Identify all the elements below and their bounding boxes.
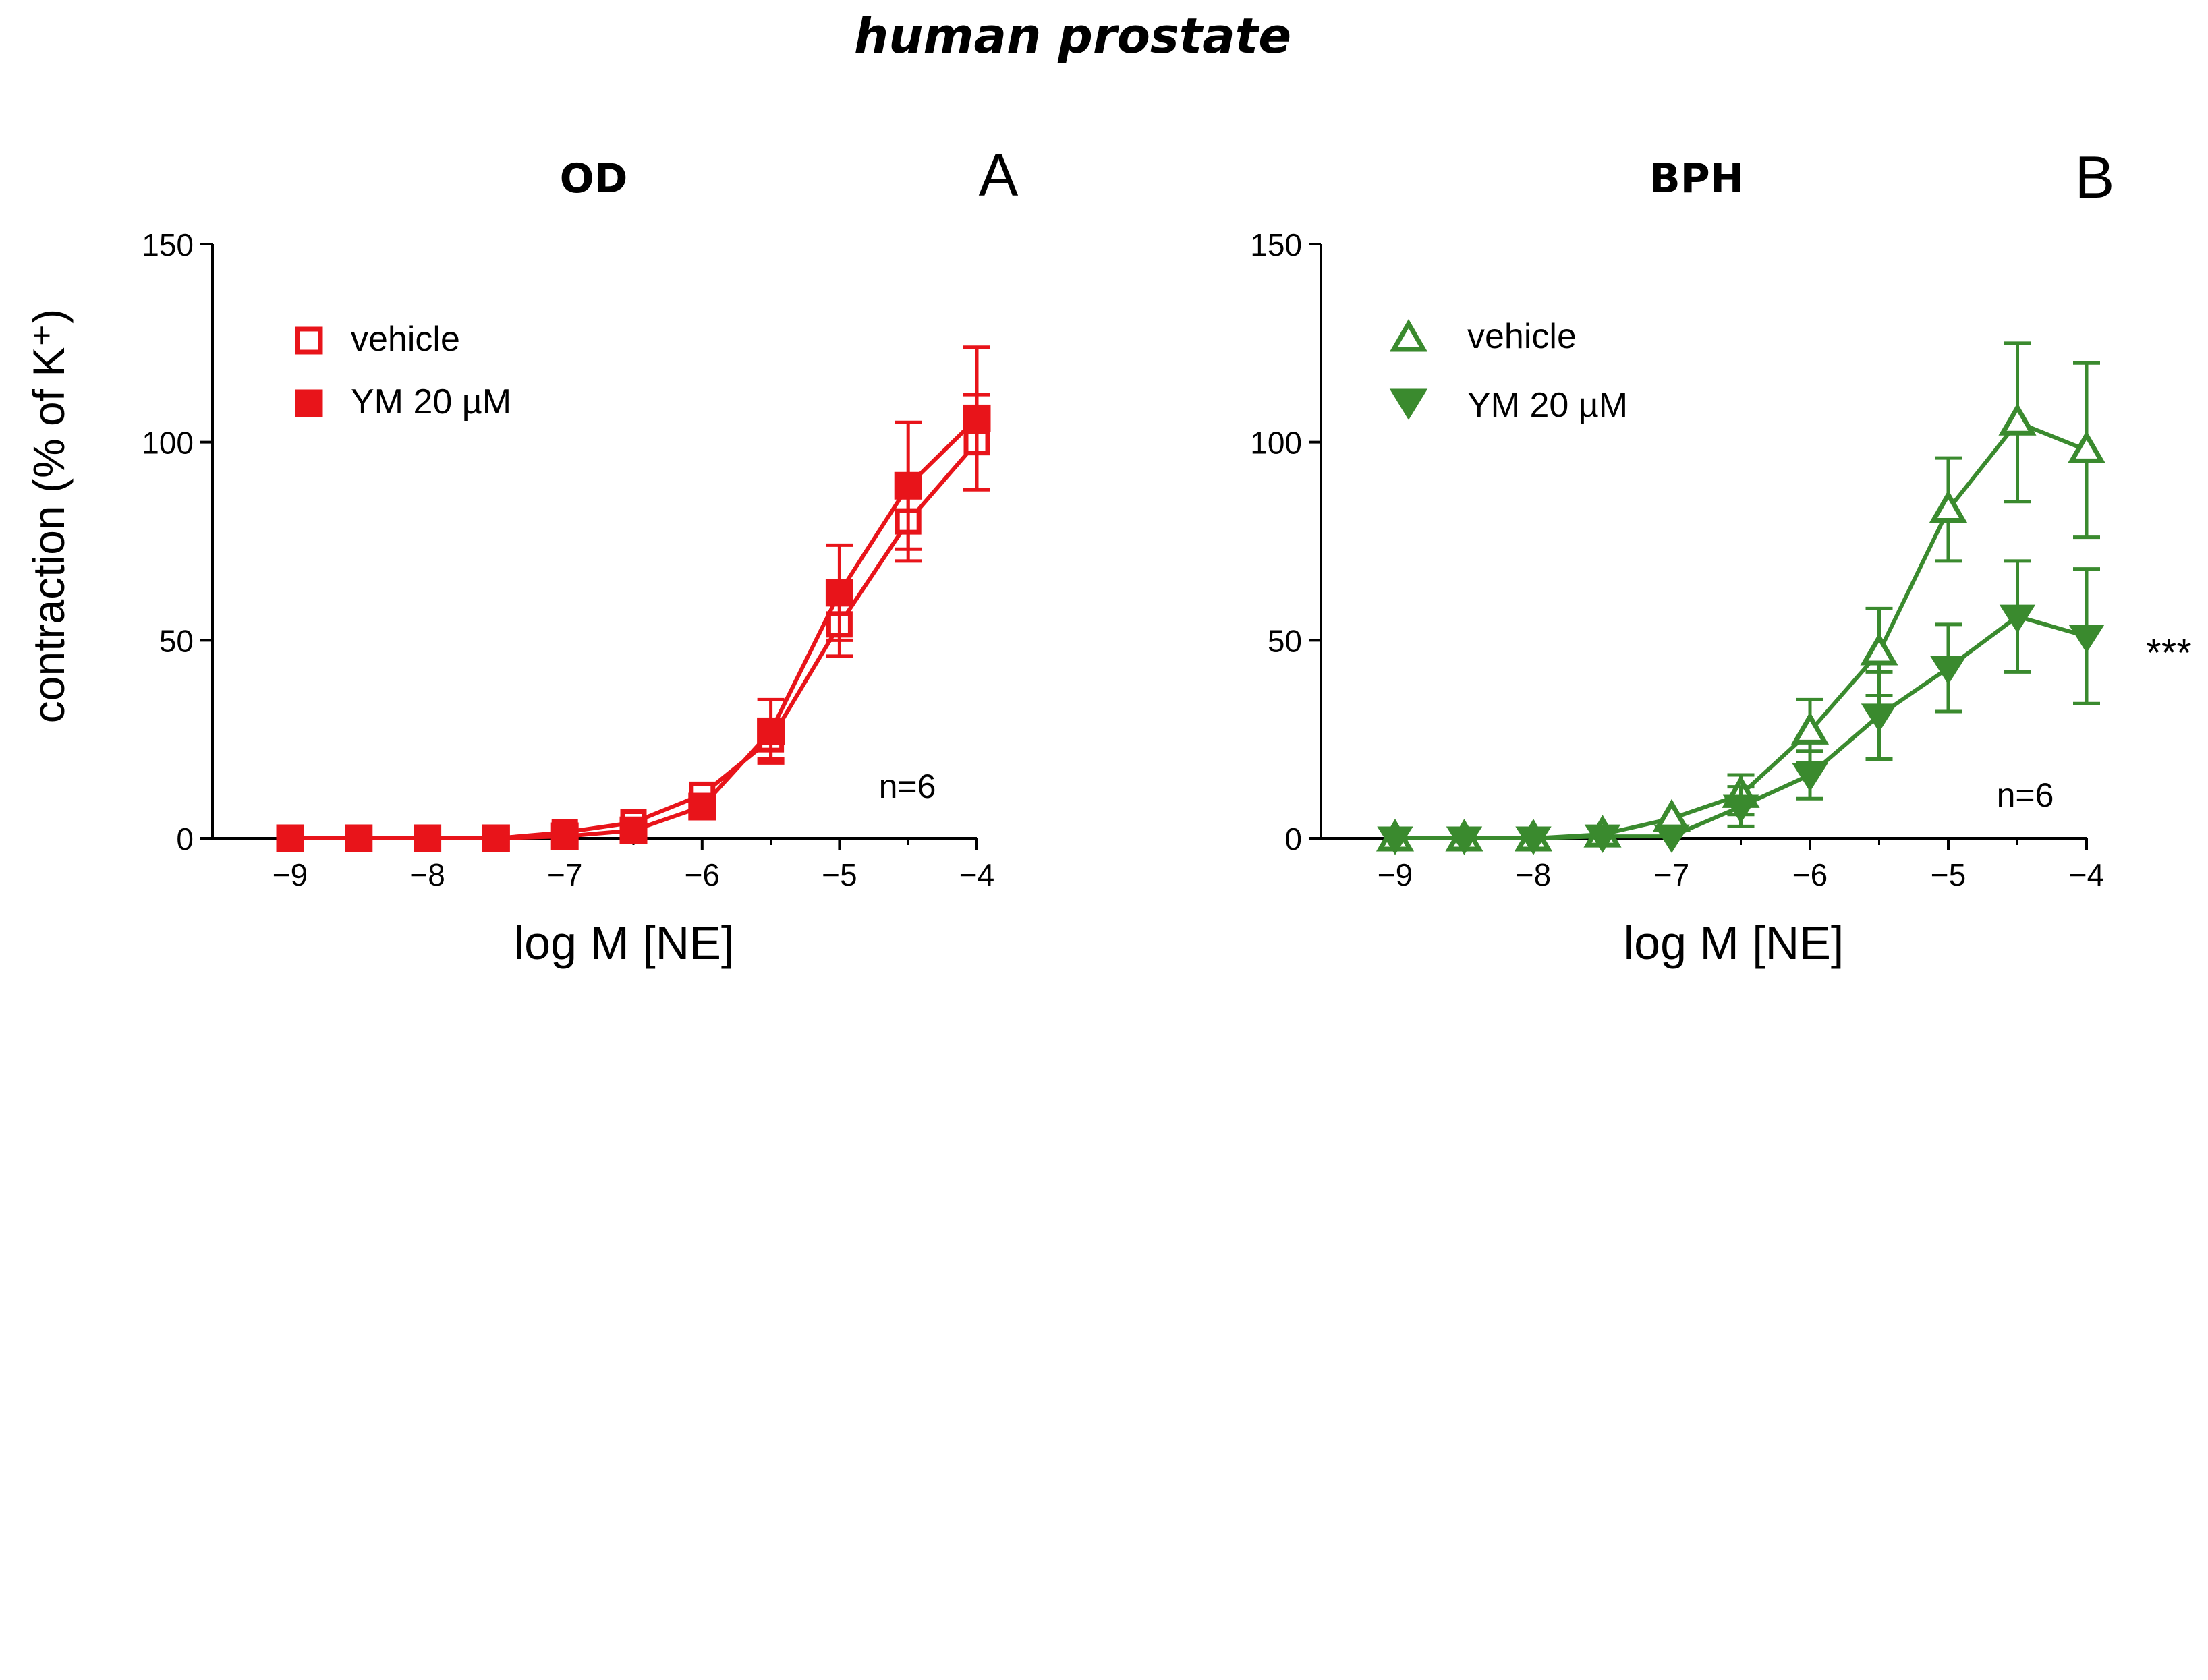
data-point (619, 816, 648, 844)
legend-ym-marker (1389, 388, 1428, 420)
x-tick-label: −5 (822, 857, 857, 892)
data-point (757, 717, 785, 745)
data-point (1584, 824, 1621, 853)
y-tick-label: 150 (142, 227, 194, 262)
data-point (1929, 490, 1968, 523)
y-tick-label: 100 (142, 426, 194, 461)
data-point (1515, 826, 1552, 855)
y-tick-label: 100 (1250, 426, 1302, 461)
data-point (1861, 703, 1898, 732)
legend-ym-label: YM 20 µM (351, 382, 511, 422)
data-point (688, 792, 716, 821)
panel-b: BPH B log M [NE] n=6 *** 0 50 100 150 −9 −8 −7… (1250, 144, 2192, 969)
panel-a-ylabel: contraction (% of K⁺) (24, 309, 74, 723)
panel-a-n-label: n=6 (879, 767, 936, 805)
data-point (825, 579, 853, 607)
panel-b-axes: 0 50 100 150 −9 −8 −7 −6 −5 −4 (1250, 227, 2104, 892)
x-tick-label: −6 (1792, 857, 1828, 892)
x-tick-label: −7 (1654, 857, 1689, 892)
x-tick-label: −6 (685, 857, 720, 892)
y-tick-label: 0 (1284, 821, 1302, 857)
x-tick-label: −4 (2069, 857, 2104, 892)
data-point (963, 404, 991, 432)
panel-b-title: BPH (1649, 155, 1744, 202)
legend-vehicle-marker (1389, 319, 1428, 352)
legend-vehicle-label: vehicle (351, 320, 460, 359)
legend-ym-label: YM 20 µM (1467, 386, 1628, 425)
data-point (894, 471, 922, 500)
x-tick-label: −4 (959, 857, 994, 892)
data-point (276, 824, 304, 852)
x-tick-label: −8 (1516, 857, 1551, 892)
series-line-1 (290, 417, 979, 840)
data-point (414, 824, 442, 852)
panel-a-axes: 0 50 100 150 −9 −8 −7 −6 −5 −4 (142, 227, 994, 892)
data-point (1860, 632, 1898, 666)
data-point (1377, 826, 1413, 855)
data-point (1722, 794, 1759, 823)
panel-b-legend: vehicle YM 20 µM (1389, 317, 1628, 425)
panel-a-legend: vehicle YM 20 µM (295, 320, 511, 422)
legend-vehicle-label: vehicle (1467, 317, 1577, 356)
panel-a: OD A contraction (% of K⁺) log M [NE] n=… (24, 142, 1019, 969)
figure-title: human prostate (854, 7, 1291, 64)
data-point (1446, 826, 1483, 855)
data-point (1999, 604, 2036, 633)
panel-b-letter: B (2075, 144, 2115, 210)
x-tick-label: −7 (547, 857, 582, 892)
panel-b-significance: *** (2146, 631, 2192, 675)
x-tick-label: −8 (409, 857, 445, 892)
x-tick-label: −9 (1378, 857, 1413, 892)
panel-a-xlabel: log M [NE] (514, 917, 735, 969)
x-tick-label: −5 (1931, 857, 1966, 892)
panel-a-title: OD (560, 155, 628, 202)
y-tick-label: 50 (1268, 623, 1302, 658)
series-line-0 (290, 440, 979, 840)
data-point (2068, 624, 2105, 654)
data-point (1998, 403, 2037, 436)
data-point (1930, 656, 1966, 685)
data-point (1792, 763, 1828, 792)
x-tick-label: −9 (273, 857, 308, 892)
panel-a-series (276, 345, 991, 852)
data-point (345, 824, 373, 852)
panel-b-n-label: n=6 (1997, 776, 2054, 814)
data-point (550, 822, 579, 850)
data-point (1790, 712, 1830, 745)
panel-b-series (1376, 341, 2106, 855)
panel-a-letter: A (979, 142, 1019, 208)
legend-vehicle-marker (295, 326, 323, 355)
data-point (1653, 824, 1690, 853)
y-tick-label: 0 (176, 821, 194, 857)
y-tick-label: 150 (1250, 227, 1302, 262)
data-point (482, 824, 510, 852)
y-tick-label: 50 (159, 623, 194, 658)
data-point (2067, 430, 2106, 463)
panel-b-xlabel: log M [NE] (1624, 917, 1844, 969)
legend-ym-marker (295, 389, 323, 417)
